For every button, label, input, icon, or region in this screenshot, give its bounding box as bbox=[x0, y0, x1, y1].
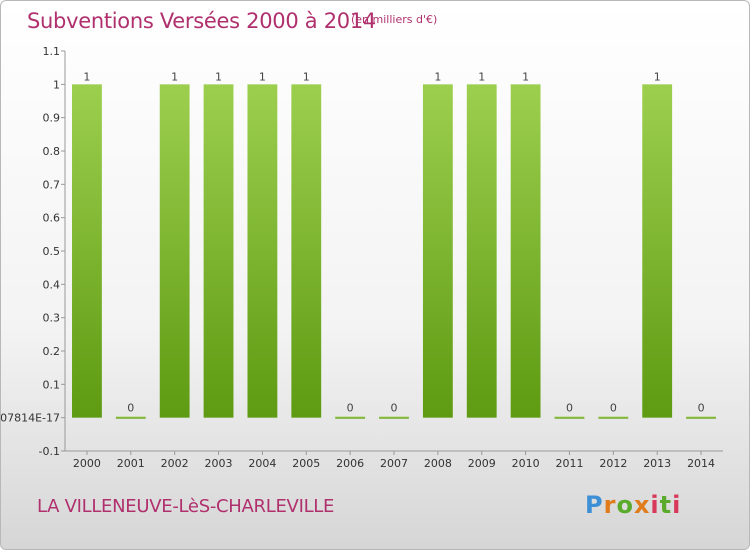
bar bbox=[379, 416, 409, 419]
data-label: 1 bbox=[303, 70, 310, 83]
data-label: 1 bbox=[522, 70, 529, 83]
x-tick-label: 2005 bbox=[292, 457, 320, 470]
bar bbox=[115, 416, 146, 419]
x-tick-label: 2012 bbox=[599, 457, 627, 470]
y-tick-label: 0.1 bbox=[43, 378, 61, 391]
y-tick-label: 0.7 bbox=[43, 178, 61, 191]
bar bbox=[247, 84, 278, 418]
data-label: 1 bbox=[259, 70, 266, 83]
x-tick-label: 2010 bbox=[512, 457, 540, 470]
x-tick-label: 2003 bbox=[205, 457, 233, 470]
x-tick-label: 2006 bbox=[336, 457, 364, 470]
commune-name: LA VILLENEUVE-LèS-CHARLEVILLE bbox=[37, 496, 335, 517]
x-tick-label: 2004 bbox=[248, 457, 276, 470]
data-label: 0 bbox=[347, 402, 354, 415]
bar bbox=[72, 84, 102, 418]
bar bbox=[466, 84, 497, 418]
x-tick-label: 2009 bbox=[468, 457, 496, 470]
y-tick-label: 1 bbox=[53, 78, 60, 91]
bar bbox=[203, 84, 234, 418]
data-label: 1 bbox=[434, 70, 441, 83]
bar bbox=[335, 416, 366, 419]
data-label: 1 bbox=[478, 70, 485, 83]
chart-unit: (en milliers d'€) bbox=[351, 13, 438, 26]
data-label: 0 bbox=[127, 402, 134, 415]
x-tick-label: 2007 bbox=[380, 457, 408, 470]
y-tick-label: 0.3 bbox=[43, 312, 61, 325]
y-tick-label: 0.6 bbox=[43, 212, 61, 225]
bar bbox=[510, 84, 541, 418]
bar bbox=[642, 84, 673, 418]
y-tick-label: 0.4 bbox=[43, 278, 61, 291]
data-label: 0 bbox=[566, 402, 573, 415]
data-label: 0 bbox=[610, 402, 617, 415]
y-tick-label: 0.8 bbox=[43, 145, 61, 158]
bar bbox=[159, 84, 190, 418]
proxiti-logo[interactable]: Proxiti bbox=[585, 491, 682, 519]
bar bbox=[598, 416, 629, 419]
data-label: 1 bbox=[215, 70, 222, 83]
bar bbox=[422, 84, 453, 418]
y-tick-label: -0.1 bbox=[39, 445, 60, 458]
bar bbox=[291, 84, 322, 418]
x-tick-label: 2001 bbox=[117, 457, 145, 470]
x-tick-label: 2011 bbox=[555, 457, 583, 470]
data-label: 1 bbox=[83, 70, 90, 83]
data-label: 0 bbox=[391, 402, 398, 415]
x-tick-label: 2008 bbox=[424, 457, 452, 470]
y-tick-label: 1.1 bbox=[43, 45, 61, 58]
x-tick-label: 2002 bbox=[161, 457, 189, 470]
chart-title: Subventions Versées 2000 à 2014 bbox=[27, 9, 376, 33]
bar bbox=[686, 416, 716, 419]
data-label: 1 bbox=[171, 70, 178, 83]
y-tick-label: 0.5 bbox=[43, 245, 61, 258]
data-label: 0 bbox=[698, 402, 705, 415]
data-label: 1 bbox=[654, 70, 661, 83]
y-tick-label: 0.2 bbox=[43, 345, 61, 358]
x-tick-label: 2000 bbox=[73, 457, 101, 470]
y-tick-label: 1.3877787807814E-17 bbox=[1, 412, 60, 425]
y-tick-label: 0.9 bbox=[43, 112, 61, 125]
x-tick-label: 2014 bbox=[687, 457, 715, 470]
bar bbox=[554, 416, 585, 419]
x-tick-label: 2013 bbox=[643, 457, 671, 470]
